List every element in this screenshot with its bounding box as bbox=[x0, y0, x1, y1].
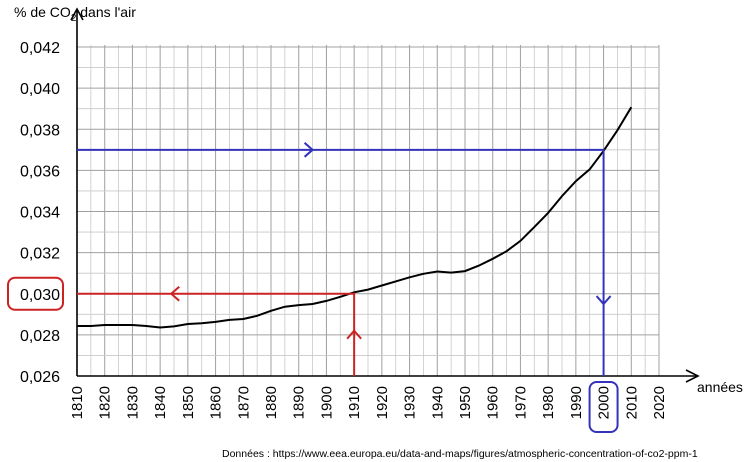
x-tick-label: 1860 bbox=[208, 386, 225, 419]
x-tick-label: 1940 bbox=[429, 386, 446, 419]
highlight-y-tick-box bbox=[7, 276, 64, 311]
y-axis-label: % de CO2 dans l'air bbox=[14, 4, 136, 24]
x-axis-arrow bbox=[685, 369, 700, 383]
y-tick-label: 0,042 bbox=[20, 40, 60, 57]
blue-arrowhead-right bbox=[303, 142, 315, 158]
y-tick-label: 0,034 bbox=[20, 205, 60, 222]
x-tick-label: 1900 bbox=[318, 386, 335, 419]
x-tick-label: 1850 bbox=[180, 386, 197, 419]
blue-arrowhead-down bbox=[595, 295, 612, 306]
y-axis-label-suffix: dans l'air bbox=[76, 4, 136, 20]
red-arrowhead-left bbox=[169, 285, 180, 302]
y-axis-label-prefix: % de CO bbox=[14, 4, 71, 20]
x-tick-label: 1930 bbox=[402, 386, 419, 419]
annotations bbox=[7, 142, 619, 433]
x-tick-label: 1990 bbox=[568, 386, 585, 419]
x-tick-label: 1980 bbox=[540, 386, 557, 419]
x-axis-label: années bbox=[697, 379, 743, 395]
red-arrowhead-up bbox=[346, 329, 362, 340]
x-tick-label: 1820 bbox=[97, 386, 114, 419]
y-tick-label: 0,038 bbox=[20, 122, 60, 139]
x-tick-label: 1870 bbox=[235, 386, 252, 419]
x-tick-label: 2010 bbox=[623, 386, 640, 419]
blue-reading-line bbox=[77, 148, 605, 376]
axes bbox=[70, 7, 700, 383]
x-tick-label: 1960 bbox=[485, 386, 502, 419]
red-reading-line bbox=[77, 292, 356, 376]
source-note: Données : https://www.eea.europa.eu/data… bbox=[222, 448, 698, 460]
co2-series-line bbox=[77, 106, 633, 329]
y-tick-label: 0,040 bbox=[20, 81, 60, 98]
highlight-x-tick-box bbox=[588, 381, 619, 433]
y-tick-label: 0,030 bbox=[20, 287, 60, 304]
x-tick-label: 1830 bbox=[124, 386, 141, 419]
x-tick-label: 1950 bbox=[457, 386, 474, 419]
y-tick-labels: 0,026 0,028 0,030 0,032 0,034 0,036 0,038 0,040… bbox=[20, 40, 60, 386]
x-tick-label: 1880 bbox=[263, 386, 280, 419]
y-tick-label: 0,028 bbox=[20, 328, 60, 345]
x-tick-labels: 1810 1820 1830 1840 1850 1860 1870 1880 1890 1900… bbox=[69, 386, 668, 419]
x-tick-label: 2000 bbox=[596, 386, 613, 419]
y-tick-label: 0,036 bbox=[20, 163, 60, 180]
y-axis-arrow bbox=[70, 7, 84, 21]
x-tick-label: 1970 bbox=[512, 386, 529, 419]
x-tick-label: 1920 bbox=[374, 386, 391, 419]
y-axis-label-subscript: 2 bbox=[71, 13, 77, 24]
x-tick-label: 2020 bbox=[651, 386, 668, 419]
x-tick-label: 1890 bbox=[291, 386, 308, 419]
x-tick-label: 1840 bbox=[152, 386, 169, 419]
x-tick-label: 1910 bbox=[346, 386, 363, 419]
x-tick-label: 1810 bbox=[69, 386, 86, 419]
y-tick-label: 0,032 bbox=[20, 246, 60, 263]
y-tick-label: 0,026 bbox=[20, 369, 60, 386]
